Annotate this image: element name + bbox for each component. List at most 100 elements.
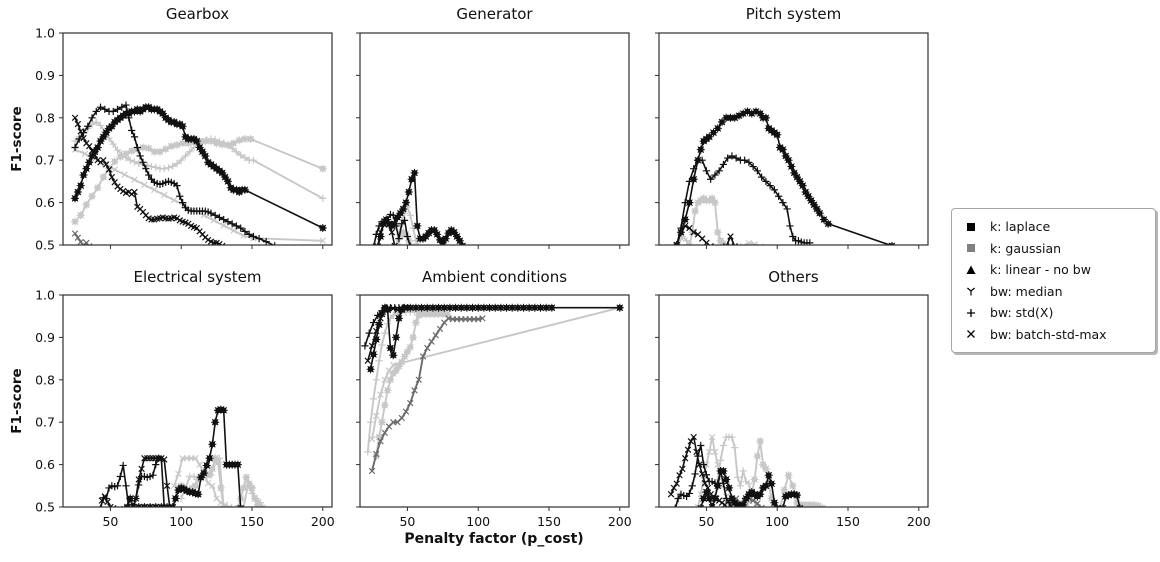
plus-marker — [92, 107, 100, 116]
y-marker-icon — [967, 287, 975, 296]
plus-marker — [232, 148, 241, 156]
plus-marker — [99, 504, 102, 508]
x-marker — [219, 242, 226, 246]
plus-marker — [75, 135, 83, 143]
subplot-title-gearbox: Gearbox — [165, 5, 230, 23]
plus-marker — [688, 482, 696, 490]
x-marker — [196, 461, 203, 468]
plus-marker — [176, 192, 184, 200]
plus-marker — [135, 159, 143, 168]
series-gaussian-batch-std-max-diagonal- — [368, 304, 624, 443]
series-laplace-median — [71, 103, 327, 233]
x-marker — [163, 482, 171, 490]
x-marker — [175, 470, 182, 478]
x-marker — [690, 433, 697, 441]
x-marker — [121, 171, 128, 178]
plus-marker — [271, 242, 279, 246]
plus-marker — [770, 186, 778, 194]
plus-marker — [409, 242, 411, 246]
plus-marker — [685, 489, 694, 498]
x-marker — [110, 505, 117, 508]
x-tick-label: 100 — [169, 514, 193, 529]
x-marker — [681, 455, 689, 462]
x-marker — [220, 222, 227, 229]
plus-marker — [711, 171, 719, 179]
y-tick-label: 0.8 — [35, 110, 55, 125]
plus-marker — [173, 159, 181, 168]
plus-marker — [249, 156, 258, 164]
plus-marker — [719, 441, 728, 450]
x-marker — [667, 491, 675, 498]
x-marker — [102, 161, 110, 168]
x-tick-label: 100 — [466, 514, 490, 529]
x-marker — [711, 448, 719, 456]
x-tick-label: 50 — [399, 514, 415, 529]
plus-marker — [719, 160, 728, 169]
plus-marker — [109, 107, 117, 116]
square-marker — [688, 242, 690, 246]
plus-marker-icon — [967, 308, 975, 317]
plus-marker — [203, 136, 211, 144]
plus-marker — [418, 242, 420, 246]
y-tick-label: 0.5 — [35, 500, 55, 515]
subplot-title-ambient-conditions: Ambient conditions — [421, 268, 568, 286]
plus-marker — [319, 194, 327, 202]
square-marker — [818, 503, 827, 508]
x-tick-label: 100 — [765, 514, 789, 529]
x-marker — [71, 114, 79, 122]
plus-marker — [364, 448, 372, 456]
plus-marker — [381, 329, 389, 337]
subplot-title-others: Others — [768, 268, 819, 286]
x-marker — [424, 344, 431, 352]
plus-marker — [207, 471, 215, 479]
plus-marker — [369, 395, 378, 403]
x-marker — [390, 361, 397, 369]
x-marker — [373, 412, 380, 420]
plus-marker — [395, 235, 403, 243]
x-marker — [105, 166, 113, 173]
x-marker — [144, 455, 151, 462]
x-tick-label: 50 — [102, 514, 118, 529]
plus-marker — [248, 489, 256, 498]
plus-marker — [245, 230, 253, 238]
plus-marker — [139, 158, 147, 166]
series-laplace-std-x- — [99, 454, 168, 508]
x-marker — [428, 338, 435, 345]
plus-marker — [228, 144, 236, 152]
x-marker — [706, 448, 713, 456]
plus-marker — [736, 482, 745, 490]
series-gaussian-batch-std-max — [71, 146, 327, 244]
axes-spines — [658, 32, 929, 246]
x-tick-label: 200 — [907, 514, 931, 529]
plus-marker — [389, 311, 397, 319]
x-marker — [74, 120, 82, 128]
x-marker — [192, 455, 199, 462]
x-marker — [138, 465, 145, 473]
plus-marker — [369, 318, 378, 327]
plus-marker — [119, 461, 127, 470]
plus-marker — [406, 211, 414, 219]
square-marker-icon — [967, 222, 975, 231]
x-marker — [687, 438, 695, 445]
x-marker — [381, 429, 389, 437]
x-marker — [391, 242, 398, 246]
x-marker — [170, 196, 178, 204]
plus-marker — [136, 152, 144, 160]
x-marker — [707, 243, 714, 246]
x-tick-label: 200 — [608, 514, 632, 529]
x-marker — [758, 504, 765, 508]
plus-marker — [133, 143, 141, 152]
x-marker — [398, 414, 405, 422]
y-tick-label: 0.8 — [35, 372, 55, 387]
square-marker — [782, 504, 784, 508]
plus-marker — [228, 220, 236, 228]
plus-marker — [92, 118, 100, 126]
plus-marker — [241, 227, 249, 236]
plus-marker — [224, 141, 232, 149]
plus-marker — [256, 499, 265, 507]
plus-marker — [126, 156, 134, 164]
plus-marker — [84, 122, 92, 130]
square-marker — [411, 242, 413, 246]
x-marker — [85, 142, 93, 150]
